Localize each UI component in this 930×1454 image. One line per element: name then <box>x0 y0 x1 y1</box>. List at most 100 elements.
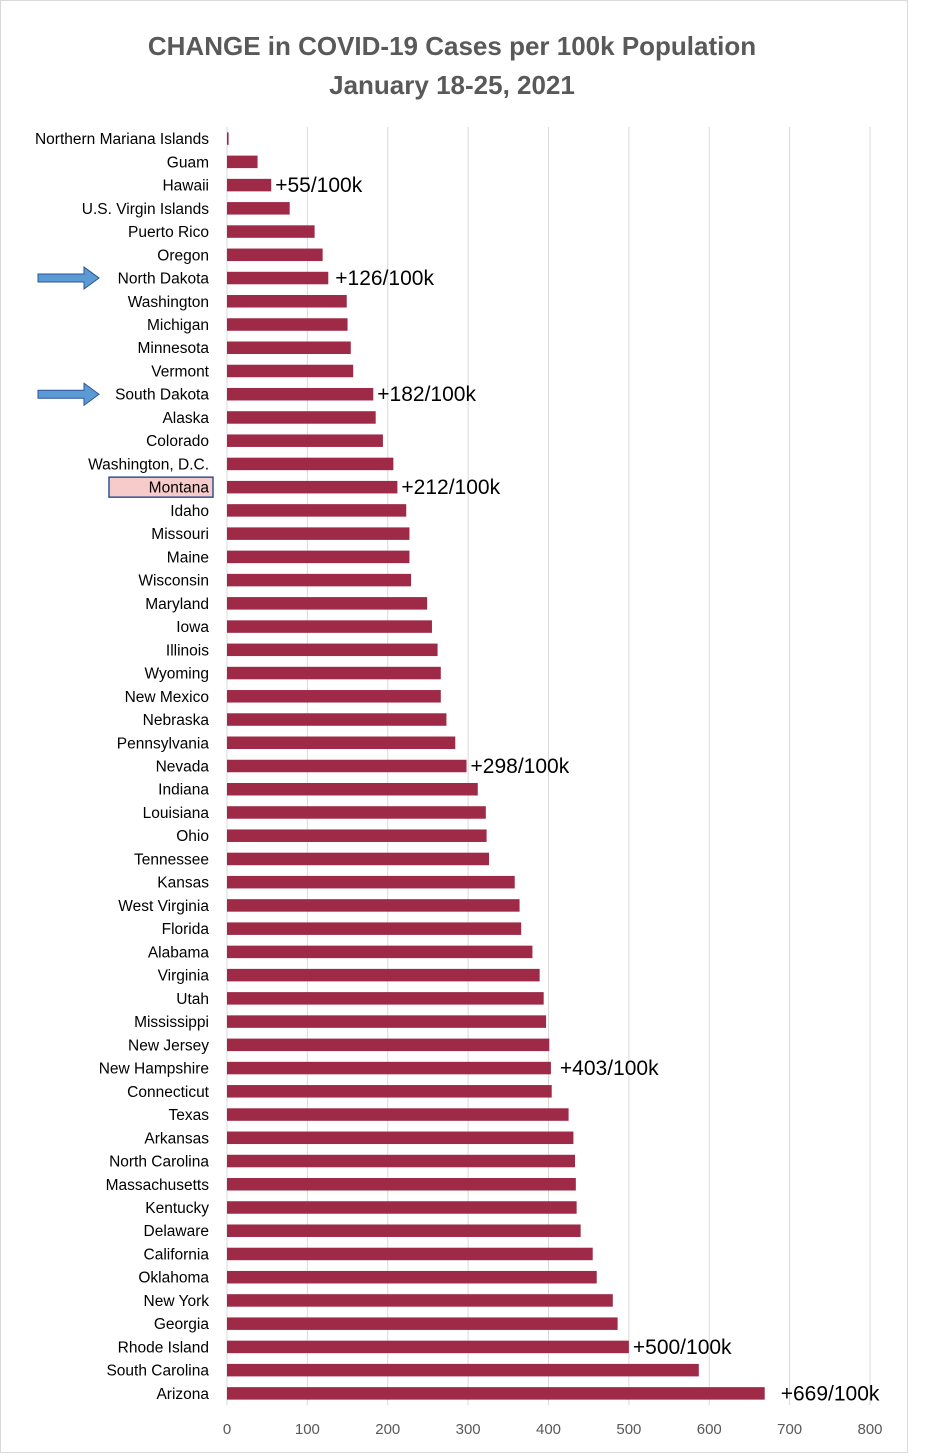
category-label-washington: Washington <box>128 294 209 311</box>
category-label-nebraska: Nebraska <box>143 712 210 729</box>
category-label-wyoming: Wyoming <box>145 666 209 683</box>
bar-louisiana <box>227 806 486 819</box>
category-label-vermont: Vermont <box>151 363 209 380</box>
category-label-guam: Guam <box>167 154 209 171</box>
category-label-rhode-island: Rhode Island <box>118 1339 209 1356</box>
bar-virginia <box>227 968 540 982</box>
annotation-north-dakota: +126/100k <box>335 267 434 290</box>
bar-oregon <box>227 248 323 262</box>
bar-delaware <box>227 1224 581 1237</box>
category-label-oregon: Oregon <box>157 247 209 264</box>
arrow-icon-south-dakota <box>37 382 100 407</box>
bar-u-s-virgin-islands <box>227 202 290 215</box>
category-label-tennessee: Tennessee <box>134 851 209 868</box>
bar-maryland <box>227 597 428 610</box>
bar-new-mexico <box>227 690 441 703</box>
bar-mississippi <box>227 1015 547 1028</box>
x-tick-label-300: 300 <box>456 1421 481 1438</box>
category-label-alabama: Alabama <box>148 944 210 961</box>
category-label-michigan: Michigan <box>147 317 209 334</box>
bar-puerto-rico <box>227 225 315 238</box>
category-label-alaska: Alaska <box>162 410 209 427</box>
category-label-connecticut: Connecticut <box>127 1084 210 1101</box>
category-label-hawaii: Hawaii <box>162 178 209 195</box>
category-label-california: California <box>144 1246 210 1263</box>
annotation-arizona: +669/100k <box>781 1382 880 1405</box>
bar-illinois <box>227 643 438 657</box>
category-label-washington-d-c: Washington, D.C. <box>88 456 209 473</box>
bar-pennsylvania <box>227 736 456 750</box>
bar-vermont <box>227 364 354 378</box>
x-tick-label-400: 400 <box>536 1421 561 1438</box>
bar-kansas <box>227 875 515 889</box>
category-label-nevada: Nevada <box>156 759 210 776</box>
category-label-pennsylvania: Pennsylvania <box>117 735 210 752</box>
x-tick-label-700: 700 <box>777 1421 802 1438</box>
bar-north-dakota <box>227 271 329 285</box>
annotation-rhode-island: +500/100k <box>633 1336 732 1359</box>
bar-west-virginia <box>227 899 520 912</box>
grid-lines <box>226 127 871 1405</box>
bar-georgia <box>227 1317 618 1330</box>
category-label-west-virginia: West Virginia <box>118 898 209 915</box>
category-label-arizona: Arizona <box>156 1386 209 1403</box>
category-label-kansas: Kansas <box>157 875 209 892</box>
bar-north-carolina <box>227 1154 576 1168</box>
bar-tennessee <box>227 852 490 866</box>
category-label-mississippi: Mississippi <box>134 1014 209 1031</box>
category-label-massachusetts: Massachusetts <box>106 1177 210 1194</box>
bar-wisconsin <box>227 573 412 587</box>
bar-missouri <box>227 527 410 540</box>
annotations: +55/100k +126/100k +182/100k +212/100k +298/… <box>275 174 880 1405</box>
bar-alabama <box>227 945 533 959</box>
annotation-new-hampshire: +403/100k <box>560 1057 659 1080</box>
bar-ohio <box>227 829 487 842</box>
category-label-north-carolina: North Carolina <box>109 1154 209 1171</box>
bar-washington-d-c <box>227 457 394 471</box>
category-label-south-dakota: South Dakota <box>115 387 209 404</box>
bar-maine <box>227 550 410 564</box>
bar-arkansas <box>227 1131 574 1145</box>
x-tick-label-600: 600 <box>697 1421 722 1438</box>
highlight-box-montana <box>108 476 214 498</box>
category-label-u-s-virgin-islands: U.S. Virgin Islands <box>82 201 209 218</box>
bars <box>227 132 765 1400</box>
category-label-kentucky: Kentucky <box>145 1200 209 1217</box>
x-tick-label-100: 100 <box>295 1421 320 1438</box>
category-label-south-carolina: South Carolina <box>106 1363 209 1380</box>
category-label-idaho: Idaho <box>170 503 209 520</box>
x-axis-tick-labels: 0 100 200 300 400 500 600 700 800 <box>223 1421 883 1438</box>
bar-nevada <box>227 759 467 773</box>
category-label-virginia: Virginia <box>158 968 210 985</box>
bar-new-jersey <box>227 1038 550 1052</box>
category-label-maine: Maine <box>167 549 209 566</box>
annotation-south-dakota: +182/100k <box>377 383 476 406</box>
category-label-florida: Florida <box>162 921 210 938</box>
bar-arizona <box>227 1387 765 1400</box>
category-label-oklahoma: Oklahoma <box>138 1270 209 1287</box>
category-label-north-dakota: North Dakota <box>118 271 210 288</box>
category-label-colorado: Colorado <box>146 433 209 450</box>
chart-title-line-1: CHANGE in COVID-19 Cases per 100k Popula… <box>148 31 756 61</box>
bar-montana <box>227 480 398 494</box>
category-label-new-york: New York <box>144 1293 210 1310</box>
category-label-new-jersey: New Jersey <box>128 1037 209 1054</box>
bar-iowa <box>227 620 432 633</box>
category-label-louisiana: Louisiana <box>143 805 210 822</box>
category-label-ohio: Ohio <box>176 828 209 845</box>
bar-massachusetts <box>227 1178 576 1191</box>
annotation-hawaii: +55/100k <box>275 174 362 197</box>
bar-alaska <box>227 411 376 424</box>
bar-indiana <box>227 782 478 796</box>
category-label-utah: Utah <box>176 991 209 1008</box>
category-label-iowa: Iowa <box>176 619 209 636</box>
category-label-new-mexico: New Mexico <box>125 689 209 706</box>
bar-new-hampshire <box>227 1061 551 1075</box>
chart-title-line-2: January 18-25, 2021 <box>329 70 575 100</box>
category-label-arkansas: Arkansas <box>144 1130 209 1147</box>
bar-new-york <box>227 1294 613 1307</box>
category-label-wisconsin: Wisconsin <box>138 573 209 590</box>
category-labels: Northern Mariana Islands Guam Hawaii U.S. V… <box>35 131 210 1403</box>
bar-oklahoma <box>227 1270 597 1284</box>
